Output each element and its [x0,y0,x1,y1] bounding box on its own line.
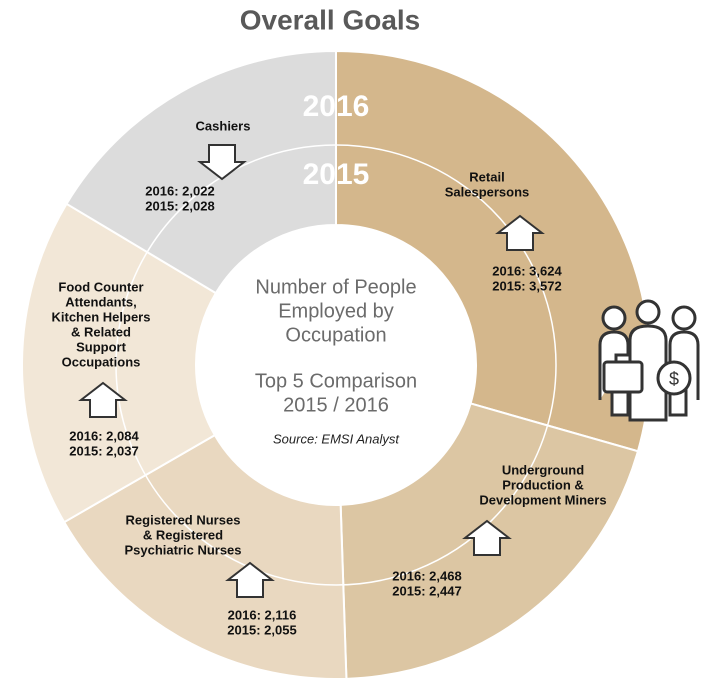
category-label: Underground [502,462,584,477]
category-label: Salespersons [445,184,530,199]
value-label: 2016: 3,624 [492,263,562,278]
year-label: 2016 [303,90,370,123]
icon-head [635,299,661,325]
icon-head [671,305,697,331]
category-label: Food Counter [58,279,143,294]
value-label: 2016: 2,084 [69,428,139,443]
center-text: Occupation [285,324,386,346]
category-label: Cashiers [196,118,251,133]
value-label: 2016: 2,116 [228,607,297,622]
value-label: 2016: 2,022 [145,183,214,198]
value-label: 2016: 2,468 [392,568,461,583]
category-label: Production & [502,477,584,492]
icon-body [628,324,668,422]
value-label: 2015: 3,572 [492,278,561,293]
value-label: 2015: 2,028 [145,198,214,213]
icon-head [601,305,627,331]
category-label: Registered Nurses [126,512,241,527]
wedge [21,202,218,524]
value-label: 2015: 2,037 [69,443,138,458]
people-icon: $ [598,299,700,422]
category-label: Psychiatric Nurses [124,542,241,557]
source: Source: EMSI Analyst [273,431,400,446]
icon-coin [656,360,692,396]
change-arrow [225,561,275,598]
icon-dollar: $ [669,369,679,389]
change-arrow [197,144,247,181]
year-label: 2015 [303,158,370,191]
category-label: & Related [71,324,131,339]
category-label: Attendants, [65,294,137,309]
change-arrow [462,519,512,556]
divider-ring [115,144,557,586]
category-label: Development Miners [479,492,606,507]
category-label: & Registered [143,527,223,542]
center-text: Employed by [278,300,394,322]
change-arrow [495,214,545,251]
center-text: Number of People [255,276,416,298]
wedge [62,433,348,678]
change-arrow [78,381,128,418]
chart-title: Overall Goals [240,4,421,35]
category-label: Kitchen Helpers [52,309,151,324]
category-label: Retail [469,169,504,184]
value-label: 2015: 2,055 [227,622,296,637]
center-text: 2015 / 2016 [283,394,389,416]
wedge [65,49,337,295]
value-label: 2015: 2,447 [392,583,461,598]
center-text: Top 5 Comparison [255,370,417,392]
icon-handle [614,353,632,364]
category-label: Support [76,339,126,354]
icon-briefcase [602,360,644,394]
category-label: Occupations [62,354,141,369]
